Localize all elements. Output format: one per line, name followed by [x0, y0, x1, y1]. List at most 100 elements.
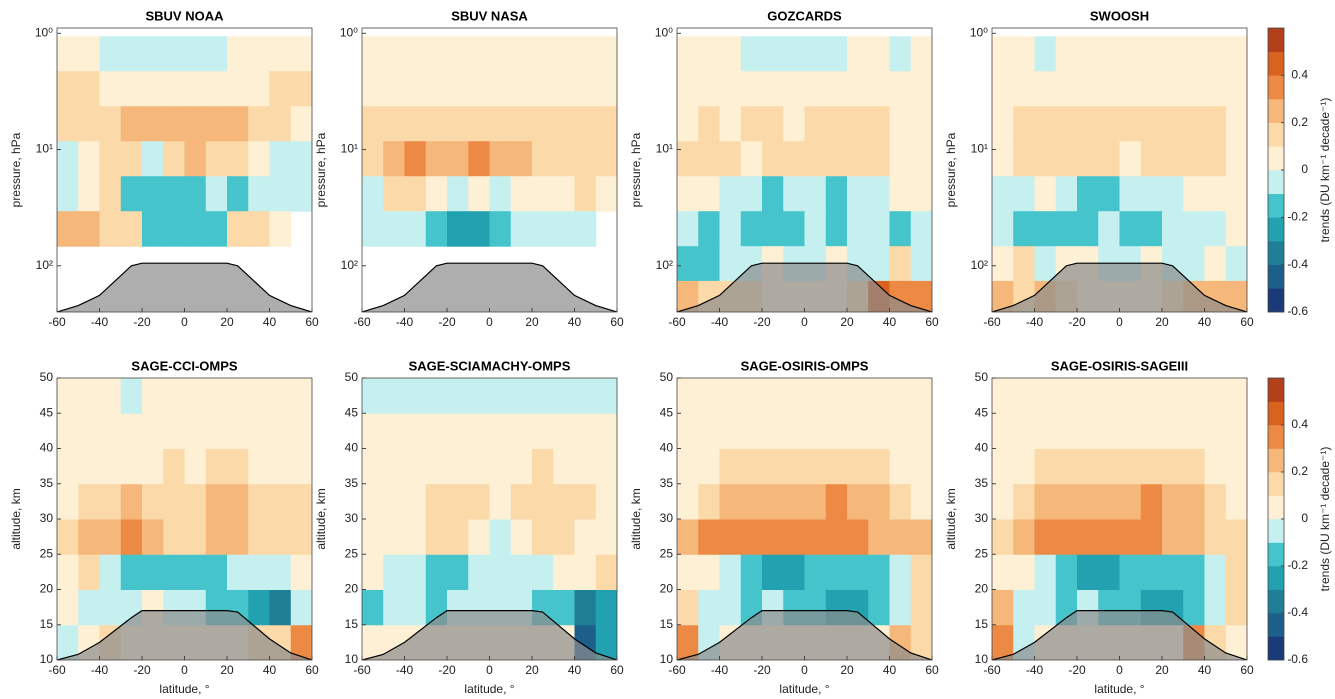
- heat-cell: [740, 519, 763, 555]
- heat-cell: [677, 211, 699, 247]
- heat-cell: [740, 483, 763, 520]
- heat-cell: [1204, 413, 1227, 449]
- y-tick-label: 10²: [656, 258, 673, 272]
- heat-cell: [719, 71, 742, 107]
- heat-cell: [57, 519, 79, 555]
- heat-cell: [99, 141, 122, 177]
- heat-cell: [740, 176, 763, 212]
- x-tick-label: 20: [525, 315, 539, 329]
- heat-cell: [847, 413, 869, 449]
- heat-cell: [574, 589, 597, 626]
- heat-cell: [404, 519, 427, 555]
- heat-cell: [1140, 554, 1163, 590]
- heat-cell: [677, 71, 699, 107]
- heat-cell: [468, 378, 490, 414]
- x-tick-label: -40: [1026, 315, 1044, 329]
- heat-cell: [290, 589, 312, 626]
- heat-cell: [1013, 554, 1035, 590]
- heat-cell: [532, 106, 554, 142]
- x-tick-label: -60: [353, 315, 371, 329]
- heat-cell: [510, 378, 533, 414]
- heat-cell: [227, 448, 249, 485]
- colorbar-swatch: [1268, 613, 1284, 637]
- x-tick-label: 60: [305, 315, 319, 329]
- colorbar-swatch: [1268, 99, 1284, 123]
- heat-cell: [825, 448, 848, 485]
- heat-cell: [468, 106, 490, 142]
- heat-cell: [553, 211, 575, 247]
- heat-cell: [248, 378, 270, 414]
- heat-cell: [269, 141, 292, 177]
- heat-cell: [595, 483, 617, 520]
- heat-cell: [1225, 448, 1247, 485]
- heat-cell: [677, 624, 699, 660]
- heat-cell: [1140, 448, 1163, 485]
- heat-cell: [248, 71, 270, 107]
- y-tick-label: 10²: [36, 258, 53, 272]
- heat-cell: [1055, 554, 1078, 590]
- heat-cell: [290, 483, 312, 520]
- heat-cell: [1204, 71, 1227, 107]
- heat-cell: [269, 106, 292, 142]
- heat-cell: [78, 211, 100, 247]
- heat-cell: [468, 554, 490, 590]
- heat-cell: [510, 483, 533, 520]
- heat-cell: [889, 519, 912, 555]
- heat-cell: [447, 448, 469, 485]
- x-tick-label: 20: [220, 663, 234, 677]
- x-tick-label: -20: [133, 315, 151, 329]
- colorbar-swatch: [1268, 146, 1284, 171]
- heat-cell: [1119, 483, 1142, 520]
- heat-cell: [205, 448, 228, 485]
- heat-cell: [1098, 519, 1120, 555]
- heat-cell: [698, 378, 720, 414]
- heat-cell: [532, 36, 554, 72]
- heat-cell: [804, 483, 827, 520]
- heat-cell: [1183, 71, 1205, 107]
- heat-cell: [1013, 413, 1035, 449]
- heat-cell: [1098, 554, 1120, 590]
- heat-cell: [783, 519, 805, 555]
- y-tick-label: 45: [975, 405, 989, 419]
- heat-cell: [163, 554, 185, 590]
- heat-cell: [574, 141, 597, 177]
- x-tick-label: -40: [91, 663, 109, 677]
- heat-cell: [1162, 71, 1184, 107]
- heat-cell: [847, 519, 869, 555]
- chart-title: SAGE-OSIRIS-OMPS: [741, 358, 869, 373]
- heat-cell: [248, 211, 270, 247]
- heat-cell: [163, 141, 185, 177]
- y-tick-label: 10²: [341, 258, 358, 272]
- heat-cell: [574, 211, 597, 247]
- colorbar-swatch: [1268, 193, 1284, 218]
- heat-cell: [362, 141, 384, 177]
- heat-cell: [468, 448, 490, 485]
- heat-cell: [1183, 176, 1205, 212]
- heat-cell: [762, 554, 784, 590]
- y-tick-label: 25: [345, 546, 359, 560]
- heat-cell: [1225, 176, 1247, 212]
- heat-cell: [362, 211, 384, 247]
- heat-cell: [868, 413, 890, 449]
- x-tick-label: 40: [1198, 315, 1212, 329]
- heat-cell: [248, 176, 270, 212]
- heat-cell: [99, 483, 122, 520]
- heat-cell: [404, 211, 427, 247]
- heat-cell: [847, 71, 869, 107]
- heat-cell: [868, 483, 890, 520]
- heat-cell: [510, 554, 533, 590]
- heat-cell: [269, 519, 292, 555]
- heat-cell: [1140, 483, 1163, 520]
- heat-cell: [1098, 448, 1120, 485]
- x-tick-label: -20: [1068, 315, 1086, 329]
- heat-cell: [825, 413, 848, 449]
- heat-cell: [78, 554, 100, 590]
- heat-cell: [595, 378, 617, 414]
- heat-cell: [404, 106, 427, 142]
- heat-cell: [489, 378, 512, 414]
- heat-cell: [383, 141, 405, 177]
- heat-cell: [120, 71, 143, 107]
- heat-cell: [184, 176, 207, 212]
- tropopause-area: [992, 263, 1247, 312]
